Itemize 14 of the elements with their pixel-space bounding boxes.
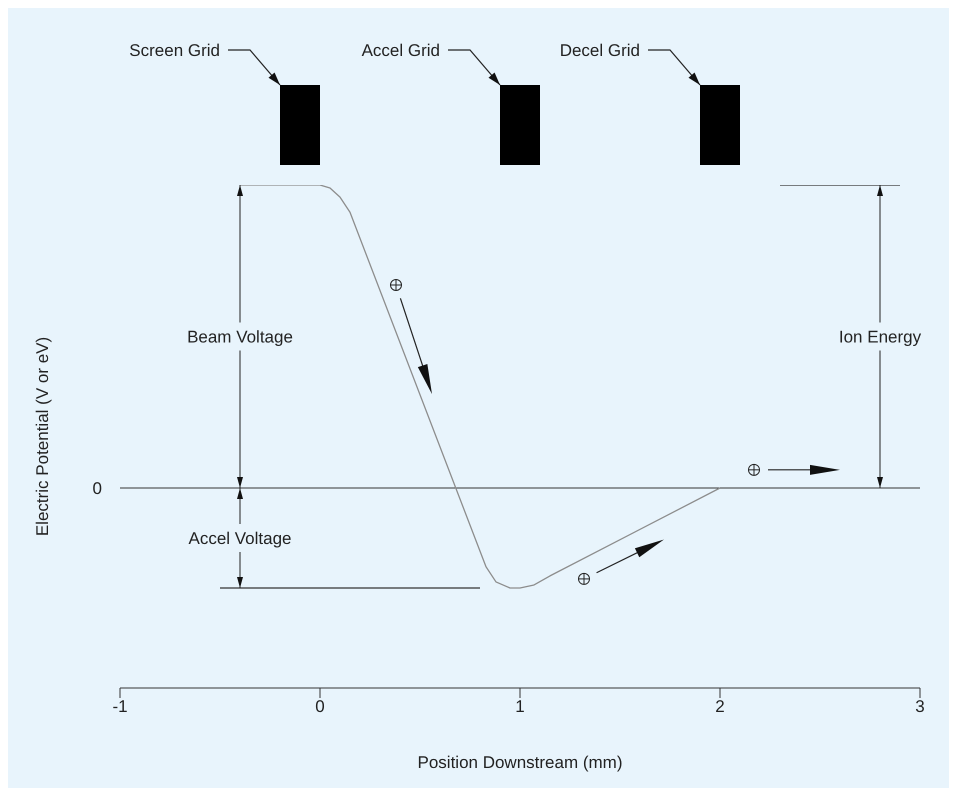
x-axis-title: Position Downstream (mm) — [418, 753, 622, 772]
annotation: Beam Voltage — [187, 328, 293, 347]
ref-line-label: 0 — [92, 479, 102, 498]
text: Accel Grid — [362, 41, 440, 60]
x-tick-label: 0 — [315, 697, 325, 716]
text: Decel Grid — [560, 41, 640, 60]
text: Screen Grid — [129, 41, 220, 60]
x-tick-label: -1 — [112, 697, 128, 716]
annotation: Ion Energy — [838, 328, 922, 347]
x-tick-label: 1 — [515, 697, 525, 716]
annotation: Accel Voltage — [188, 529, 292, 548]
x-tick-label: 2 — [715, 697, 725, 716]
x-tick-label: 3 — [915, 697, 925, 716]
y-axis-title: Electric Potential (V or eV) — [33, 336, 52, 536]
